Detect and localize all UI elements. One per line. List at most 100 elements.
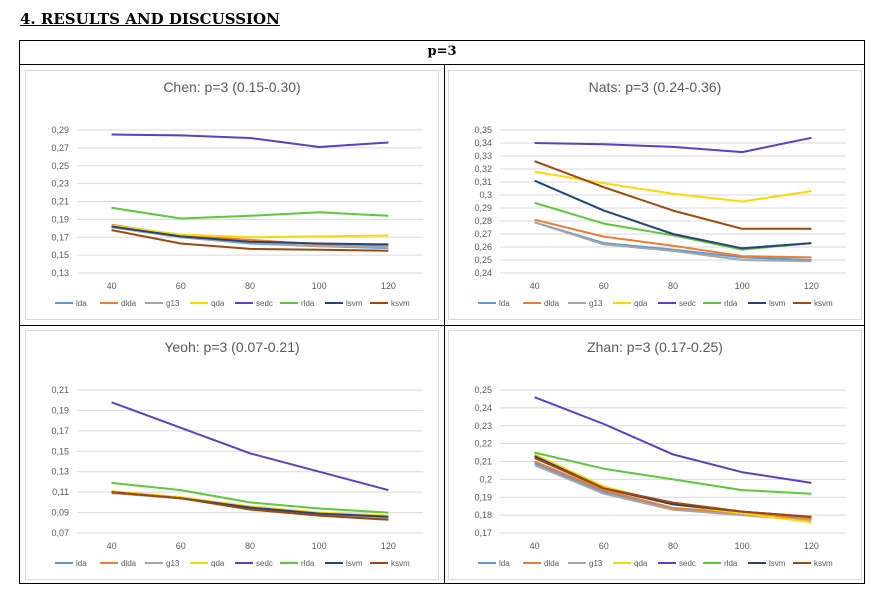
chart-panel-zhan: Zhan: p=3 (0.17-0.25) 0,17 0,18 0,19 0,2 0,21… [448,330,862,580]
x-tick-label: 80 [668,281,678,291]
x-tick-label: 80 [245,281,255,291]
legend-label-lda: lda [499,559,510,568]
y-tick-label: 0,25 [474,385,492,395]
x-tick-label: 120 [381,541,396,551]
x-tick-label: 120 [381,281,396,291]
legend-label-sedc: sedc [256,559,273,568]
series-line-rlda [111,481,389,514]
y-tick-label: 0,18 [474,510,492,520]
y-tick-label: 0,13 [51,268,69,278]
y-tick-label: 0,19 [474,492,492,502]
series-line-ksvm [111,229,389,252]
section-heading: 4. RESULTS AND DISCUSSION [20,10,280,28]
y-tick-label: 0,17 [51,232,69,242]
chart-zhan: Zhan: p=3 (0.17-0.25) 0,17 0,18 0,19 0,2 0,21… [448,330,862,580]
series-line-qda [111,224,389,239]
series-line-dlda [534,218,812,259]
x-tick-label: 120 [804,541,819,551]
chart-panel-nats: Nats: p=3 (0.24-0.36) 0,24 0,25 0,26 0,27 0,2… [448,70,862,320]
column-divider [444,65,445,583]
row-divider [20,325,864,326]
legend-label-sedc: sedc [256,299,273,308]
legend-label-lda: lda [76,299,87,308]
series-line-ksvm [534,160,812,230]
x-tick-label: 100 [735,541,750,551]
y-tick-label: 0,15 [51,250,69,260]
y-tick-label: 0,27 [474,229,492,239]
y-tick-label: 0,15 [51,446,69,456]
legend-label-lda: lda [499,299,510,308]
y-tick-label: 0,27 [51,143,69,153]
legend-label-rlda: rlda [724,299,738,308]
chart-panel-chen: Chen: p=3 (0.15-0.30) 0,13 0,15 0,17 0,19 0,2… [25,70,439,320]
table-header: p=3 [20,41,864,65]
y-tick-label: 0,25 [51,161,69,171]
series-line-g13 [534,221,812,263]
x-tick-label: 40 [107,281,117,291]
legend-label-lsvm: lsvm [346,559,363,568]
y-tick-label: 0,19 [51,214,69,224]
y-tick-label: 0,31 [474,177,492,187]
x-tick-label: 60 [599,281,609,291]
x-tick-label: 100 [312,541,327,551]
chart-title: Zhan: p=3 (0.17-0.25) [587,339,723,355]
x-tick-label: 40 [530,541,540,551]
y-tick-label: 0,23 [51,179,69,189]
y-tick-label: 0,11 [52,487,69,497]
series-line-lsvm [111,225,389,246]
y-tick-label: 0,24 [474,268,492,278]
series-line-lsvm [534,179,812,250]
series-line-sedc [534,136,812,154]
results-table: p=3 Chen: p=3 (0.15-0.30) 0,13 0,15 0,17 0,1… [19,40,865,584]
legend-label-lsvm: lsvm [346,299,363,308]
x-tick-label: 120 [804,281,819,291]
series-line-sedc [534,396,812,484]
series-line-ksvm [111,491,389,521]
legend-label-dlda: dlda [544,559,560,568]
y-tick-label: 0,13 [51,467,69,477]
y-tick-label: 0,21 [51,385,69,395]
x-tick-label: 40 [107,541,117,551]
legend-label-g13: g13 [166,299,180,308]
series-line-dlda [534,460,812,520]
chart-frame [25,70,439,320]
series-line-sedc [111,133,389,148]
chart-title: Chen: p=3 (0.15-0.30) [163,79,300,95]
chart-title: Yeoh: p=3 (0.07-0.21) [164,339,299,355]
legend-label-ksvm: ksvm [391,559,410,568]
x-tick-label: 40 [530,281,540,291]
legend-label-qda: qda [211,559,225,568]
legend-label-qda: qda [634,299,648,308]
y-tick-label: 0,29 [51,125,69,135]
chart-chen: Chen: p=3 (0.15-0.30) 0,13 0,15 0,17 0,19 0,2… [25,70,439,320]
y-tick-label: 0,21 [51,197,69,207]
legend-label-sedc: sedc [679,559,696,568]
legend-label-lsvm: lsvm [769,559,786,568]
chart-nats: Nats: p=3 (0.24-0.36) 0,24 0,25 0,26 0,27 0,2… [448,70,862,320]
y-tick-label: 0,09 [51,508,69,518]
y-tick-label: 0,21 [474,457,492,467]
x-tick-label: 60 [176,541,186,551]
chart-title: Nats: p=3 (0.24-0.36) [589,79,722,95]
legend-label-ksvm: ksvm [391,299,410,308]
y-tick-label: 0,32 [474,164,492,174]
legend-label-ksvm: ksvm [814,559,833,568]
legend-label-g13: g13 [166,559,180,568]
legend-label-rlda: rlda [301,299,315,308]
y-tick-label: 0,17 [51,426,69,436]
legend-label-dlda: dlda [544,299,560,308]
y-tick-label: 0,34 [474,138,492,148]
y-tick-label: 0,26 [474,242,492,252]
x-tick-label: 100 [312,281,327,291]
x-tick-label: 80 [668,541,678,551]
y-tick-label: 0,25 [474,255,492,265]
y-tick-label: 0,35 [474,125,492,135]
y-tick-label: 0,23 [474,421,492,431]
chart-panel-yeoh: Yeoh: p=3 (0.07-0.21) 0,07 0,09 0,11 0,13 0,1… [25,330,439,580]
legend-label-dlda: dlda [121,299,137,308]
y-tick-label: 0,24 [474,403,492,413]
y-tick-label: 0,19 [51,405,69,415]
y-tick-label: 0,28 [474,216,492,226]
x-tick-label: 60 [176,281,186,291]
series-line-ksvm [534,456,812,518]
